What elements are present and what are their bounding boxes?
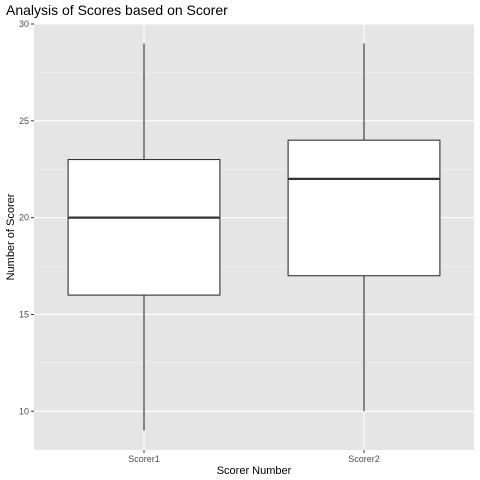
y-tick-label: 25	[19, 116, 29, 126]
y-tick-label: 10	[19, 406, 29, 416]
box-scorer2	[287, 139, 441, 277]
chart-title: Analysis of Scores based on Scorer	[6, 2, 228, 18]
y-tick-label: 30	[19, 19, 29, 29]
y-axis-title: Number of Scorer	[5, 193, 17, 280]
y-tick-label: 15	[19, 309, 29, 319]
box-scorer1	[67, 158, 221, 296]
y-tick-label: 20	[19, 213, 29, 223]
x-tick-label: Scorer2	[348, 454, 380, 464]
x-axis-title: Scorer Number	[217, 465, 292, 477]
x-tick-label: Scorer1	[128, 454, 160, 464]
